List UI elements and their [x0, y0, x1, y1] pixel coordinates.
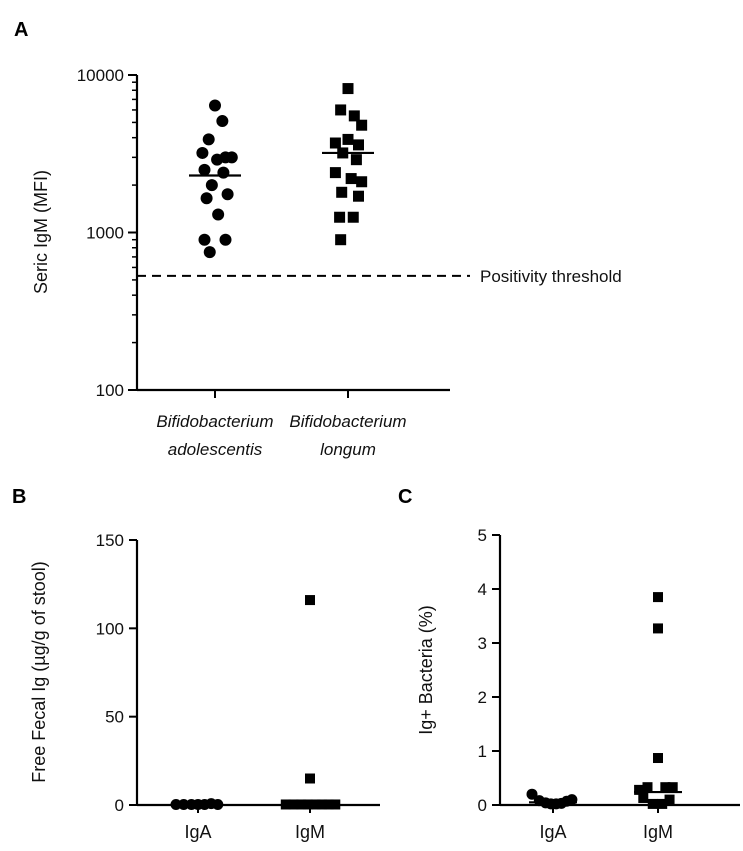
- panel-a-y-axis-title: Seric IgM (MFI): [31, 170, 51, 294]
- panel-c-point: [638, 792, 649, 803]
- panel-b-point: [310, 799, 321, 810]
- panel-a-point: [347, 211, 359, 223]
- panel-b-point: [330, 799, 341, 810]
- panel-a-point: [219, 233, 232, 246]
- panel-a-point: [342, 133, 354, 145]
- panel-a-y-tick-label: 1000: [86, 224, 124, 243]
- panel-b-point: [178, 798, 190, 810]
- panel-c-x-tick-label: IgM: [643, 822, 673, 842]
- panel-c-point: [642, 782, 653, 793]
- panel-a-point: [329, 137, 341, 149]
- panel-b-x-tick-label: IgM: [295, 822, 325, 842]
- panel-a-point: [212, 208, 225, 221]
- panel-b-chart: 0 50 100 150 IgA IgM Free Fecal Ig (µg/g of …: [29, 531, 380, 842]
- panel-b-point: [212, 798, 224, 810]
- panel-c-label: C: [398, 486, 412, 508]
- panel-c-y-tick-label: 1: [478, 742, 487, 761]
- panel-a-y-tick-label: 100: [96, 381, 124, 400]
- panel-a-point: [217, 166, 230, 179]
- panel-b-y-tick-label: 50: [105, 708, 124, 727]
- panel-b-point: [296, 799, 307, 810]
- panel-b-point: [305, 773, 315, 784]
- panel-b-y-axis-title: Free Fecal Ig (µg/g of stool): [29, 561, 49, 782]
- panel-a-category-1-line2: adolescentis: [168, 440, 263, 459]
- panel-a-point: [342, 83, 354, 95]
- panel-a-point: [345, 173, 357, 185]
- panel-a-point: [202, 133, 215, 146]
- panel-c-y-tick-label: 5: [478, 526, 487, 545]
- panel-a-point: [336, 186, 348, 198]
- panel-c-point: [660, 782, 671, 793]
- panel-c-y-tick-label: 4: [478, 580, 487, 599]
- panel-c-point: [664, 794, 675, 805]
- panel-c-y-tick-label: 0: [478, 796, 487, 815]
- panel-c-point: [566, 794, 578, 806]
- panel-c-point: [653, 753, 663, 764]
- panel-a-category-2-line2: longum: [320, 440, 376, 459]
- panel-b-label: B: [12, 486, 26, 508]
- panel-b-y-tick-label: 100: [96, 619, 124, 638]
- panel-c-y-axis-title: Ig+ Bacteria (%): [416, 605, 436, 735]
- panel-b-y-tick-label: 0: [115, 796, 124, 815]
- panel-c-y-tick-label: 3: [478, 634, 487, 653]
- panel-c-point: [653, 592, 663, 603]
- panel-b-point: [317, 799, 328, 810]
- panel-a-category-2-line1: Bifidobacterium: [289, 412, 406, 431]
- panel-a-point: [205, 179, 218, 192]
- panel-c-point: [526, 788, 538, 800]
- panel-a-point: [356, 119, 368, 131]
- panel-a-point: [334, 211, 346, 223]
- panel-a-chart: 100 1000 10000 Seric IgM (MFI) Bifidobacte…: [31, 66, 622, 459]
- panel-b-y-tick-label: 150: [96, 531, 124, 550]
- panel-c-point: [647, 798, 658, 809]
- panel-b-point: [323, 799, 334, 810]
- positivity-threshold-label: Positivity threshold: [480, 267, 622, 286]
- panel-c-point: [634, 784, 645, 795]
- panel-a-point: [335, 234, 347, 246]
- panel-a-point: [209, 99, 221, 112]
- panel-a-point: [216, 115, 229, 128]
- panel-c-point: [653, 623, 663, 634]
- panel-a-point: [329, 167, 341, 179]
- panel-a-category-1-line1: Bifidobacterium: [156, 412, 273, 431]
- panel-b-point: [305, 595, 315, 606]
- panel-a-point: [350, 154, 362, 166]
- panel-b-x-tick-label: IgA: [184, 822, 211, 842]
- panel-c-point: [657, 798, 668, 809]
- panel-c-point: [667, 782, 678, 793]
- panel-a-point: [353, 190, 364, 202]
- panel-a-point: [198, 233, 211, 246]
- panel-a-point: [225, 151, 238, 164]
- panel-b-point: [288, 799, 299, 810]
- panel-c-y-tick-label: 2: [478, 688, 487, 707]
- panel-c-chart: 0 1 2 3 4 5 IgA IgM Ig+ Bacteria (%): [416, 526, 740, 842]
- panel-a-point: [356, 176, 368, 188]
- panel-a-y-tick-label: 10000: [77, 66, 124, 85]
- panel-b-point: [170, 798, 182, 810]
- panel-a-label: A: [14, 19, 28, 41]
- panel-a-point: [221, 188, 234, 201]
- panel-a-point: [196, 146, 209, 159]
- panel-a-point: [198, 163, 211, 176]
- panel-b-point: [280, 799, 291, 810]
- panel-a-point: [211, 153, 224, 166]
- panel-a-point: [353, 139, 364, 151]
- panel-c-x-tick-label: IgA: [539, 822, 566, 842]
- panel-a-point: [200, 192, 213, 205]
- panel-b-point: [302, 799, 313, 810]
- panel-a-point: [203, 246, 216, 259]
- panel-a-point: [348, 110, 360, 122]
- panel-a-point: [335, 104, 347, 116]
